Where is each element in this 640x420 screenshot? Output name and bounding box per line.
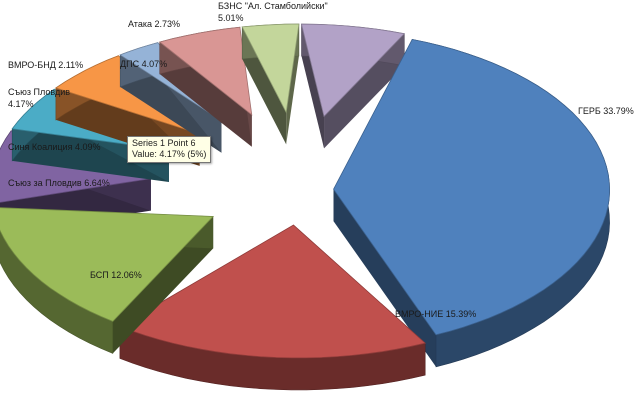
slice-label-10: БЗНС "Ал. Стамболийски" 5.01% <box>218 1 328 23</box>
tooltip-series-line: Series 1 Point 6 <box>132 138 196 148</box>
slice-label-8: ДПС 4.07% <box>120 59 167 69</box>
tooltip-value-line: Value: 4.17% (5%) <box>132 149 207 159</box>
pie-slice-10 <box>300 23 406 149</box>
slice-label-3: БСП 12.06% <box>90 270 142 280</box>
pie-slice-8 <box>158 26 253 147</box>
slice-label-1: ГЕРБ 33.79% <box>578 106 634 116</box>
slice-label-4: Съюз за Пловдив 6.64% <box>8 178 110 188</box>
pie-slice-1 <box>333 38 611 368</box>
slice-label-2: ВМРО-НИЕ 15.39% <box>395 309 476 319</box>
pie-slice-3 <box>0 207 215 354</box>
slice-label-7: ВМРО-БНД 2.11% <box>8 60 83 70</box>
pie-slice-2 <box>118 224 427 391</box>
slice-label-5: Синя Коалиция 4.09% <box>8 142 100 152</box>
chart-tooltip: Series 1 Point 6 Value: 4.17% (5%) <box>127 136 212 163</box>
pie-slice-9 <box>241 23 300 145</box>
slice-label-9: Атака 2.73% <box>128 19 180 29</box>
slice-label-6: Съюз Пловдив 4.17% <box>8 87 70 109</box>
